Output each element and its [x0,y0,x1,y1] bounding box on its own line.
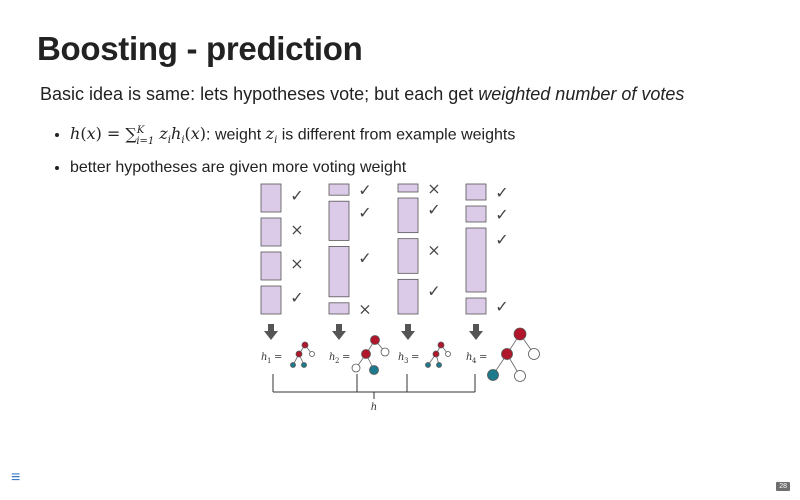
equals-sign: = [479,352,487,363]
down-arrow-icon [268,324,274,332]
slide-title: Boosting - prediction [37,30,363,67]
check-mark: ✓ [495,297,508,316]
tree-node [295,350,303,358]
equals-sign: = [342,352,350,363]
down-arrow-icon [332,331,346,340]
hypothesis-label: h [329,352,335,363]
intro-plain: Basic idea is same: lets hypotheses vote… [40,84,479,104]
check-mark: ✓ [358,248,371,267]
bullet-formula: h(x) = ∑Ki=1 zihi(x): weight zi is diffe… [70,118,515,155]
down-arrow-icon [469,331,483,340]
down-arrow-icon [401,331,415,340]
cross-mark: × [427,179,440,198]
tree-node [370,335,380,345]
tree-node [290,362,296,368]
tree-node [513,327,527,341]
bullet1-tail: is different from example weights [277,126,516,144]
intro-emphasis: weighted number of votes [478,84,685,104]
weight-box [328,200,350,241]
weight-box [328,183,350,196]
tree-node [425,362,431,368]
down-arrow-icon [405,324,411,332]
weight-box [397,238,419,274]
tree-node [528,348,540,360]
tree-node [437,341,445,349]
tree-node [369,365,379,375]
weight-box [260,217,282,247]
hypothesis-label: h [466,352,472,363]
combined-hypothesis-label: h [371,402,377,413]
weight-box [260,251,282,281]
equals-sign: = [274,352,282,363]
tree-node [301,362,307,368]
weight-box [465,297,487,315]
weight-box [397,197,419,234]
weight-box [465,183,487,201]
hypothesis-index: 3 [404,357,408,365]
down-arrow-icon [336,324,342,332]
hypothesis-index: 1 [267,357,271,365]
tree-node [309,351,315,357]
equals-sign: = [411,352,419,363]
weight-box [328,302,350,315]
tree-node [380,347,390,357]
down-arrow-icon [473,324,479,332]
hypothesis-index: 4 [472,357,477,365]
check-mark: ✓ [358,181,371,200]
bullet-voting: better hypotheses are given more voting … [70,155,515,181]
tree-node [432,350,440,358]
tree-node [445,351,451,357]
down-arrow-icon [264,331,278,340]
intro-text: Basic idea is same: lets hypotheses vote… [40,84,684,105]
bullet1-suffix: : weight [206,126,266,144]
hypothesis-label: h [398,352,404,363]
weight-box [397,183,419,193]
tree-node [301,341,309,349]
cross-mark: × [427,241,440,260]
weight-box [260,183,282,213]
menu-icon[interactable]: ≡ [11,469,21,486]
check-mark: ✓ [290,288,303,307]
tree-node [514,370,526,382]
tree-node [487,369,499,381]
tree-node [361,349,371,359]
check-mark: ✓ [495,230,508,249]
weight-box [465,205,487,223]
hypothesis-index: 2 [335,357,339,365]
weight-box [328,246,350,298]
weight-box [465,227,487,293]
cross-mark: × [290,220,303,239]
page-number: 28 [776,482,790,491]
formula-z: zi [265,124,278,147]
check-mark: ✓ [427,200,440,219]
cross-mark: × [358,299,371,318]
check-mark: ✓ [495,183,508,202]
tree-node [436,362,442,368]
boosting-diagram: ✓××✓h 1 =✓✓✓×h 2 =×✓×✓h 3 =✓✓✓✓h 4 =h [260,179,540,413]
check-mark: ✓ [495,205,508,224]
formula-h: h(x) = ∑Ki=1 zihi(x) [70,124,207,147]
hypothesis-label: h [261,352,267,363]
weight-box [260,285,282,315]
weight-box [397,278,419,315]
check-mark: ✓ [358,203,371,222]
tree-node [351,363,361,373]
bullet-list: h(x) = ∑Ki=1 zihi(x): weight zi is diffe… [56,118,515,181]
cross-mark: × [290,254,303,273]
boosting-figure: ✓ × × ✓ h 1 = ✓ ✓ ✓ × h 2 = × ✓ × ✓ h 3 = ✓ ✓ ✓ ✓ h 4 = h [255,178,545,423]
check-mark: ✓ [290,186,303,205]
tree-node [501,348,513,360]
check-mark: ✓ [427,281,440,300]
